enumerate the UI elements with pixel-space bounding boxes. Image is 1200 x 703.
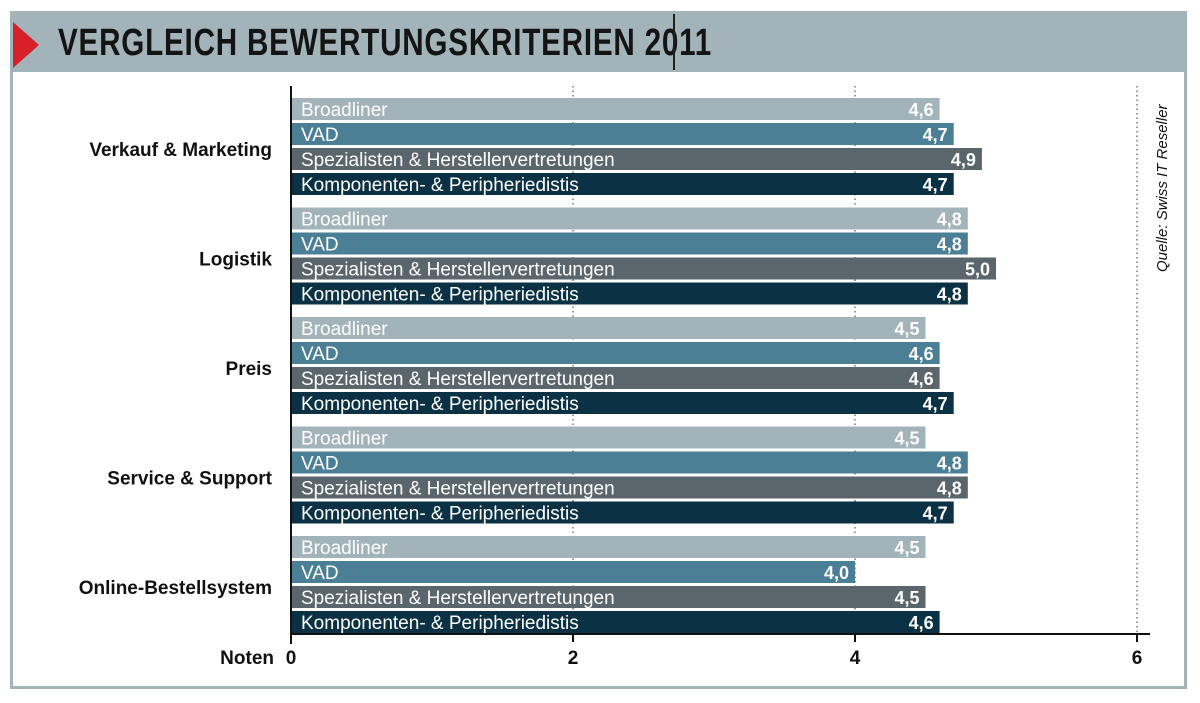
bar-series-label: Broadliner <box>301 538 388 559</box>
bar-series-label: Spezialisten & Herstellervertretungen <box>301 369 615 390</box>
chart-header: VERGLEICH BEWERTUNGSKRITERIEN 2011 <box>13 14 1184 72</box>
bar-value-label: 4,8 <box>937 454 962 474</box>
bar-value-label: 4,0 <box>824 563 849 583</box>
bar-series-label: Spezialisten & Herstellervertretungen <box>301 260 615 281</box>
bar-value-label: 4,6 <box>909 613 934 633</box>
bar-0-2 <box>291 148 982 170</box>
bar-1-0 <box>291 207 968 230</box>
bar-series-label: VAD <box>301 125 339 146</box>
bar-0-3 <box>291 173 954 195</box>
bar-value-label: 4,8 <box>937 235 962 255</box>
bar-3-1 <box>291 451 968 474</box>
bar-1-3 <box>291 282 968 305</box>
bar-series-label: VAD <box>301 344 339 365</box>
bar-4-1 <box>291 561 855 583</box>
bar-2-1 <box>291 342 940 364</box>
bar-series-label: Komponenten- & Peripheriedistis <box>301 504 579 525</box>
x-tick-label: 6 <box>1132 648 1143 669</box>
bar-4-2 <box>291 586 926 608</box>
bar-value-label: 4,5 <box>894 429 919 449</box>
x-tick-label: 0 <box>286 648 297 669</box>
bar-0-0 <box>291 98 940 120</box>
category-label: Online-Bestellsystem <box>79 578 272 599</box>
bar-value-label: 4,5 <box>894 319 919 339</box>
chart-title: VERGLEICH BEWERTUNGSKRITERIEN 2011 <box>58 22 713 64</box>
title-separator <box>673 14 675 70</box>
category-label: Logistik <box>199 250 272 271</box>
bar-value-label: 4,5 <box>894 538 919 558</box>
bar-series-label: VAD <box>301 235 339 256</box>
bar-1-2 <box>291 257 996 280</box>
source-label: Quelle: Swiss IT Reseller <box>1154 103 1171 272</box>
bar-series-label: Broadliner <box>301 210 388 231</box>
bar-series-label: Spezialisten & Herstellervertretungen <box>301 150 615 171</box>
bar-value-label: 4,5 <box>894 588 919 608</box>
bar-series-label: Komponenten- & Peripheriedistis <box>301 394 579 415</box>
category-label: Service & Support <box>107 469 272 490</box>
bar-2-0 <box>291 317 926 339</box>
bar-2-2 <box>291 367 940 389</box>
bar-value-label: 5,0 <box>965 260 990 280</box>
bar-4-0 <box>291 536 926 558</box>
bar-series-label: Broadliner <box>301 319 388 340</box>
category-label: Preis <box>226 359 272 380</box>
bar-value-label: 4,8 <box>937 210 962 230</box>
bar-value-label: 4,6 <box>909 344 934 364</box>
bar-value-label: 4,9 <box>951 150 976 170</box>
red-triangle-icon <box>13 22 39 68</box>
bar-series-label: Spezialisten & Herstellervertretungen <box>301 588 615 609</box>
bar-3-0 <box>291 426 926 449</box>
bar-series-label: Broadliner <box>301 100 388 121</box>
bar-value-label: 4,8 <box>937 285 962 305</box>
bar-series-label: Komponenten- & Peripheriedistis <box>301 285 579 306</box>
bar-series-label: VAD <box>301 454 339 475</box>
category-label: Verkauf & Marketing <box>89 140 272 161</box>
bar-value-label: 4,7 <box>923 175 948 195</box>
bar-series-label: VAD <box>301 563 339 584</box>
bar-value-label: 4,7 <box>923 394 948 414</box>
x-axis-title: Noten <box>220 648 274 669</box>
bar-2-3 <box>291 392 954 414</box>
bar-value-label: 4,6 <box>909 100 934 120</box>
bar-3-2 <box>291 476 968 499</box>
bar-0-1 <box>291 123 954 145</box>
x-tick-label: 4 <box>850 648 861 669</box>
bar-value-label: 4,7 <box>923 125 948 145</box>
bar-value-label: 4,6 <box>909 369 934 389</box>
x-tick-label: 2 <box>568 648 579 669</box>
bar-4-3 <box>291 611 940 633</box>
bar-1-1 <box>291 232 968 255</box>
bar-value-label: 4,8 <box>937 479 962 499</box>
bar-series-label: Komponenten- & Peripheriedistis <box>301 175 579 196</box>
bar-series-label: Spezialisten & Herstellervertretungen <box>301 479 615 500</box>
bar-value-label: 4,7 <box>923 504 948 524</box>
bar-series-label: Broadliner <box>301 429 388 450</box>
bar-series-label: Komponenten- & Peripheriedistis <box>301 613 579 634</box>
bar-3-3 <box>291 501 954 524</box>
